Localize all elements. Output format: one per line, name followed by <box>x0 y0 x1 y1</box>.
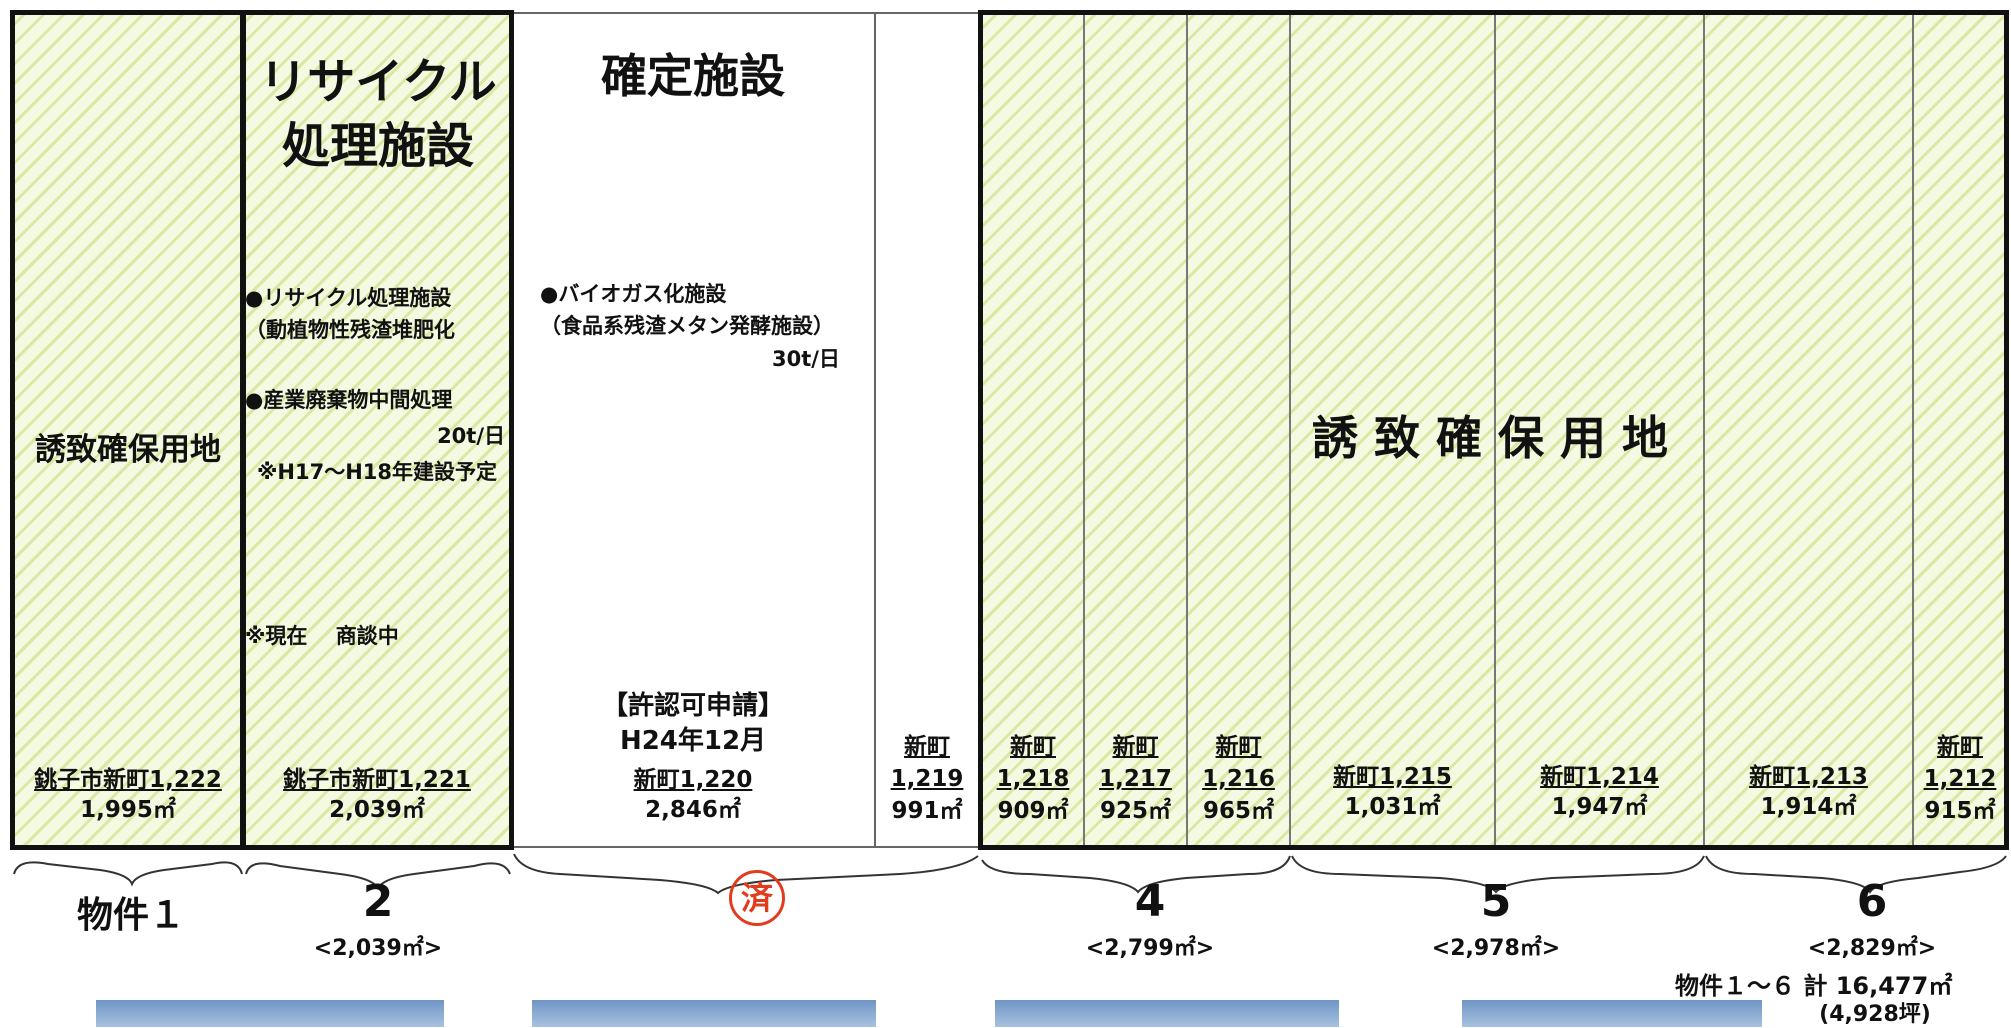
parcel-2-note-1: ●リサイクル処理施設 <box>245 286 452 310</box>
bracket-group-6 <box>1705 855 2007 894</box>
divider-1218-1217 <box>1083 14 1085 846</box>
parcel-1215-label: 新町1,215 1,031㎡ <box>1291 762 1494 832</box>
parcel-1214-label: 新町1,214 1,947㎡ <box>1496 762 1703 832</box>
total-label: 物件１～６ 計 16,477㎡ <box>1675 972 1953 1000</box>
parcel-2-label-block: 銚子市新町1,221 2,039㎡ <box>245 765 509 835</box>
parcel-2-notes: ●リサイクル処理施設 （動植物性残渣堆肥化 ●産業廃棄物中間処理 20t/日 ※… <box>245 278 509 658</box>
parcel-2-note-4: 20t/日 <box>437 424 505 448</box>
parcel-1212-label: 新町 1,212 915㎡ <box>1914 732 2006 832</box>
parcel-3-divider <box>874 12 876 848</box>
parcel-2-note-5: ※H17～H18年建設予定 <box>257 460 498 484</box>
parcel-2-title-line1: リサイクル <box>259 54 497 110</box>
parcel-1-vertical-label: 誘致確保用地 <box>35 432 221 468</box>
parcel-1-caption: 物件１ <box>76 895 185 936</box>
bracket-group-5 <box>1291 855 1705 894</box>
photo-3 <box>995 1000 1339 1027</box>
parcel-1215-area: 1,031㎡ <box>1344 794 1441 820</box>
reserve-label: 誘 致 確 保 用 地 <box>1311 411 1669 465</box>
parcel-3-title: 確定施設 <box>601 49 785 103</box>
divider-1216-1215 <box>1289 14 1291 846</box>
parcel-3-permit-date: H24年12月 <box>619 726 767 756</box>
reserve-box <box>978 10 2009 850</box>
reserve-fill <box>980 12 2007 847</box>
parcel-3-address: 新町1,220 <box>633 767 753 793</box>
group-4-number: 4 <box>1134 876 1166 927</box>
total-tsubo: (4,928坪) <box>1819 1002 1931 1027</box>
parcel-3b-area: 991㎡ <box>891 798 963 824</box>
parcel-1216-area: 965㎡ <box>1202 798 1274 824</box>
parcel-2-address: 銚子市新町1,221 <box>283 767 471 793</box>
parcel-2-caption-number: 2 <box>362 876 394 927</box>
parcel-3-bottom-border <box>511 846 980 848</box>
parcel-1217-label: 新町 1,217 925㎡ <box>1085 732 1186 832</box>
bracket-parcel-3 <box>513 853 979 895</box>
parcel-3-area: 2,846㎡ <box>645 797 741 823</box>
photo-4 <box>1462 1000 1762 1027</box>
divider-1213-1212 <box>1912 14 1914 846</box>
completed-stamp-text: 済 <box>740 879 773 917</box>
parcel-1-label-block: 銚子市新町1,222 1,995㎡ <box>14 765 242 835</box>
parcel-1213-label: 新町1,213 1,914㎡ <box>1705 762 1912 832</box>
parcel-1215-lot: 新町1,215 <box>1333 764 1452 790</box>
parcel-2-title-line2: 処理施設 <box>281 118 474 174</box>
parcel-3b-name: 新町 <box>904 734 950 760</box>
bracket-parcel-1 <box>13 861 243 887</box>
parcel-1218-lot: 1,218 <box>996 766 1070 792</box>
parcel-1217-area: 925㎡ <box>1099 798 1171 824</box>
parcel-2-box <box>241 10 514 850</box>
parcel-1216-name: 新町 <box>1215 734 1262 760</box>
bracket-group-4 <box>981 855 1291 894</box>
parcel-2-area: 2,039㎡ <box>329 797 425 823</box>
photo-2 <box>532 1000 876 1027</box>
parcel-3b-lot: 1,219 <box>890 766 964 792</box>
parcel-1212-area: 915㎡ <box>1924 798 1996 824</box>
parcel-3-permit: 【許認可申請】 <box>601 691 784 721</box>
parcel-3-top-border <box>511 12 980 14</box>
group-6-number: 6 <box>1856 876 1888 927</box>
parcel-1217-lot: 1,217 <box>1099 766 1172 792</box>
parcel-2-note-3: ●産業廃棄物中間処理 <box>245 388 453 412</box>
parcel-2-fill <box>243 12 511 847</box>
parcel-1216-label: 新町 1,216 965㎡ <box>1188 732 1289 832</box>
divider-1217-1216 <box>1186 14 1188 846</box>
parcel-1214-area: 1,947㎡ <box>1551 794 1648 820</box>
group-4-area: <2,799㎡> <box>1085 936 1215 961</box>
group-5-area: <2,978㎡> <box>1431 936 1561 961</box>
parcel-1213-area: 1,914㎡ <box>1760 794 1857 820</box>
parcel-1-area: 1,995㎡ <box>80 797 176 823</box>
divider-1215-1214 <box>1494 14 1496 846</box>
parcel-3b-label-block: 新町 1,219 991㎡ <box>876 732 978 832</box>
parcel-2-caption-area: <2,039㎡> <box>313 936 443 961</box>
parcel-1-fill <box>12 12 243 847</box>
bracket-parcel-2 <box>245 862 511 890</box>
parcel-1218-area: 909㎡ <box>997 798 1069 824</box>
parcel-1217-name: 新町 <box>1112 734 1159 760</box>
parcel-2-note-6: ※現在 商談中 <box>245 624 399 648</box>
parcel-1-address: 銚子市新町1,222 <box>34 767 222 793</box>
parcel-3-note-2: （食品系残渣メタン発酵施設） <box>540 314 834 338</box>
completed-stamp: 済 <box>729 870 785 926</box>
parcel-3-label-block: 新町1,220 2,846㎡ <box>514 765 872 835</box>
parcel-3-note-3: 30t/日 <box>772 347 840 371</box>
parcel-2-note-2: （動植物性残渣堆肥化 <box>245 318 455 342</box>
group-6-area: <2,829㎡> <box>1807 936 1937 961</box>
photo-1 <box>96 1000 444 1027</box>
parcel-1212-name: 新町 <box>1937 734 1983 760</box>
divider-1214-1213 <box>1703 14 1705 846</box>
parcel-3-note-1: ●バイオガス化施設 <box>540 282 727 306</box>
group-5-number: 5 <box>1480 876 1512 927</box>
parcel-1213-lot: 新町1,213 <box>1749 764 1868 790</box>
parcel-1212-lot: 1,212 <box>1923 766 1997 792</box>
parcel-1214-lot: 新町1,214 <box>1540 764 1659 790</box>
parcel-1218-name: 新町 <box>1010 734 1056 760</box>
parcel-1216-lot: 1,216 <box>1202 766 1275 792</box>
parcel-1218-label: 新町 1,218 909㎡ <box>983 732 1083 832</box>
